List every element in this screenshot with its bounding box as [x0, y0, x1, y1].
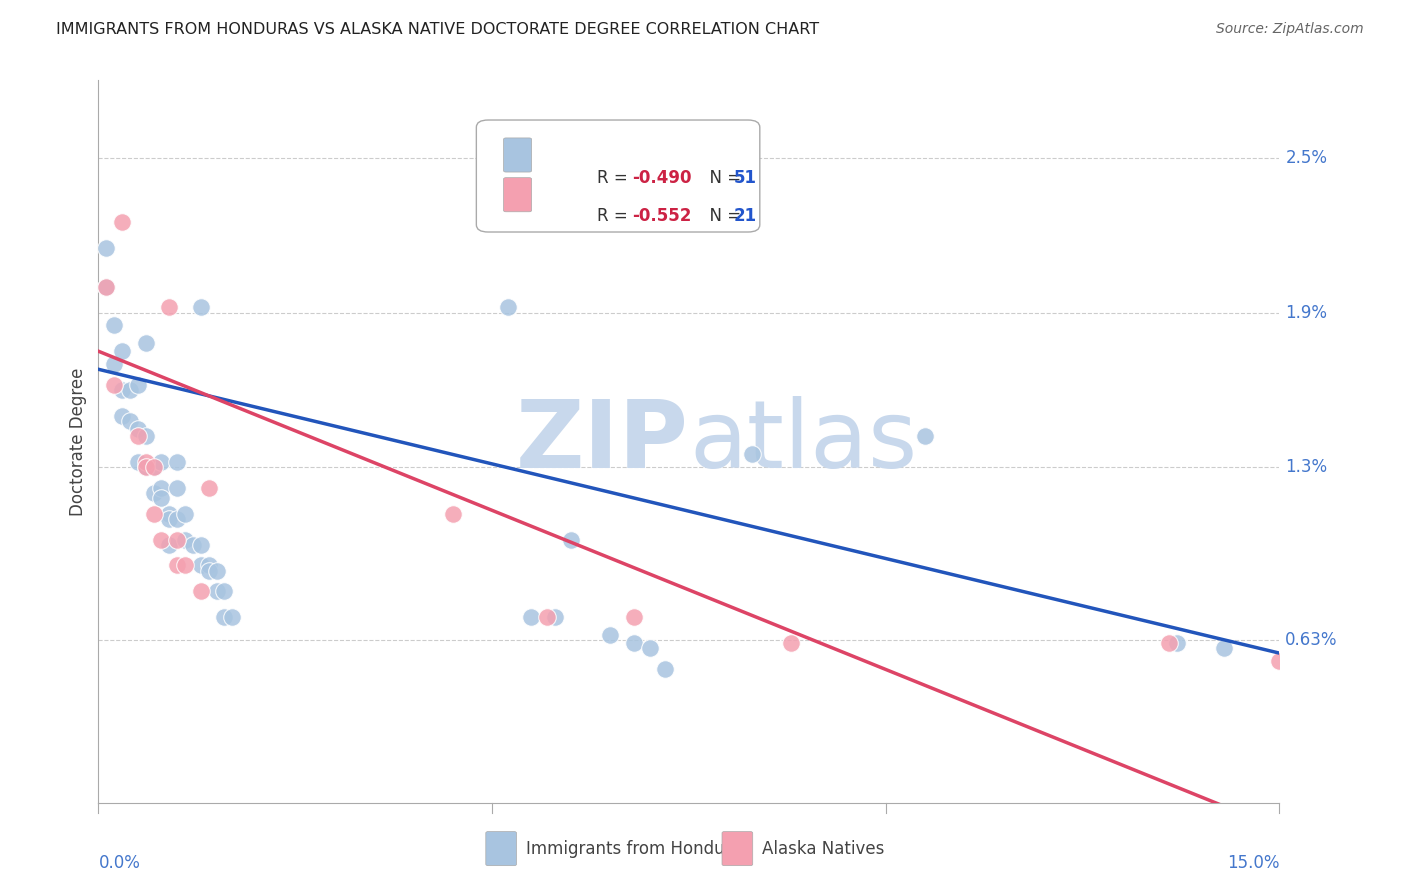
Point: [111, 383, 134, 397]
Text: Immigrants from Honduras: Immigrants from Honduras: [526, 839, 751, 857]
Point: [135, 460, 157, 475]
Point: [221, 610, 243, 624]
Point: [205, 564, 228, 578]
Point: [166, 533, 188, 547]
Point: [780, 636, 803, 650]
Text: Source: ZipAtlas.com: Source: ZipAtlas.com: [1216, 22, 1364, 37]
Text: 0.63%: 0.63%: [1285, 632, 1339, 649]
Text: 51: 51: [734, 169, 756, 187]
Text: IMMIGRANTS FROM HONDURAS VS ALASKA NATIVE DOCTORATE DEGREE CORRELATION CHART: IMMIGRANTS FROM HONDURAS VS ALASKA NATIV…: [56, 22, 820, 37]
Text: ZIP: ZIP: [516, 395, 689, 488]
Text: N =: N =: [699, 207, 747, 225]
Point: [166, 481, 188, 495]
Point: [190, 558, 212, 573]
Text: N =: N =: [699, 169, 747, 187]
Point: [638, 640, 661, 655]
Text: R =: R =: [598, 169, 634, 187]
FancyBboxPatch shape: [503, 178, 531, 211]
Point: [135, 429, 157, 443]
Point: [914, 429, 936, 443]
Point: [174, 533, 197, 547]
Point: [197, 564, 219, 578]
Text: 1.3%: 1.3%: [1285, 458, 1327, 476]
Point: [135, 460, 157, 475]
Point: [157, 512, 180, 526]
Text: 15.0%: 15.0%: [1227, 855, 1279, 872]
Point: [1213, 640, 1236, 655]
Point: [150, 481, 173, 495]
Point: [150, 533, 173, 547]
Point: [190, 584, 212, 599]
FancyBboxPatch shape: [503, 138, 531, 172]
Point: [157, 538, 180, 552]
Text: -0.552: -0.552: [633, 207, 692, 225]
Point: [166, 512, 188, 526]
Point: [103, 318, 125, 333]
Point: [111, 344, 134, 359]
Point: [96, 279, 118, 293]
Point: [560, 533, 582, 547]
Point: [741, 447, 763, 461]
Point: [190, 301, 212, 315]
Y-axis label: Doctorate Degree: Doctorate Degree: [69, 368, 87, 516]
Point: [111, 215, 134, 229]
Point: [127, 455, 149, 469]
Point: [142, 507, 165, 521]
Point: [157, 301, 180, 315]
FancyBboxPatch shape: [477, 120, 759, 232]
Point: [142, 460, 165, 475]
Point: [544, 610, 567, 624]
Point: [111, 409, 134, 423]
Point: [118, 383, 141, 397]
Point: [174, 507, 197, 521]
Text: 21: 21: [734, 207, 756, 225]
Point: [623, 610, 645, 624]
Point: [142, 486, 165, 500]
Point: [197, 558, 219, 573]
Point: [520, 610, 543, 624]
Point: [1268, 654, 1291, 668]
Point: [127, 377, 149, 392]
Point: [127, 429, 149, 443]
Point: [166, 455, 188, 469]
Text: R =: R =: [598, 207, 634, 225]
Point: [205, 584, 228, 599]
Point: [654, 662, 676, 676]
Point: [150, 491, 173, 506]
Point: [214, 610, 236, 624]
Point: [181, 538, 204, 552]
Point: [96, 241, 118, 255]
Text: 0.0%: 0.0%: [98, 855, 141, 872]
Point: [127, 422, 149, 436]
Point: [96, 279, 118, 293]
Point: [1166, 636, 1188, 650]
Point: [599, 628, 621, 642]
Point: [623, 636, 645, 650]
Point: [496, 301, 519, 315]
Point: [197, 481, 219, 495]
Point: [135, 455, 157, 469]
FancyBboxPatch shape: [486, 831, 516, 865]
FancyBboxPatch shape: [723, 831, 752, 865]
Point: [190, 538, 212, 552]
Point: [103, 377, 125, 392]
Point: [135, 336, 157, 351]
Text: atlas: atlas: [689, 395, 917, 488]
Point: [157, 507, 180, 521]
Point: [174, 558, 197, 573]
Point: [536, 610, 558, 624]
Point: [441, 507, 464, 521]
Text: 1.9%: 1.9%: [1285, 303, 1327, 321]
Point: [103, 357, 125, 371]
Text: Alaska Natives: Alaska Natives: [762, 839, 884, 857]
Point: [118, 414, 141, 428]
Point: [214, 584, 236, 599]
Text: -0.490: -0.490: [633, 169, 692, 187]
Text: 2.5%: 2.5%: [1285, 149, 1327, 167]
Point: [142, 460, 165, 475]
Point: [150, 455, 173, 469]
Point: [166, 558, 188, 573]
Point: [1159, 636, 1181, 650]
